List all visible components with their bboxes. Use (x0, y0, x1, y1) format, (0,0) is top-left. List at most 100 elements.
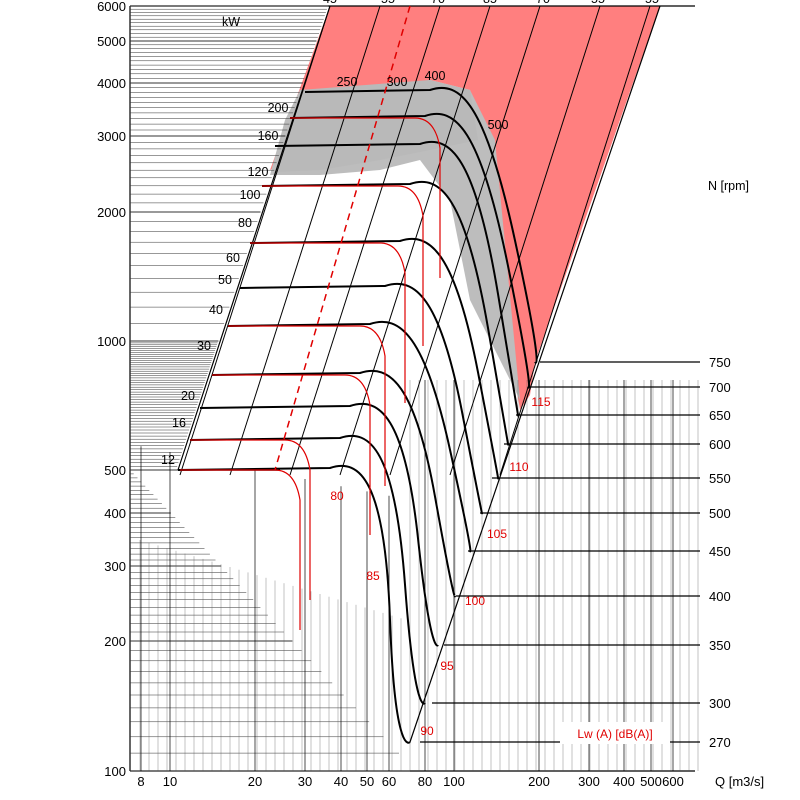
fan-curve (177, 464, 411, 744)
noise-level-label: 90 (420, 724, 434, 738)
speed-tick-label: 270 (709, 735, 731, 750)
power-diagonal-line (449, 5, 601, 476)
power-diagonal-line (389, 5, 541, 476)
power-unit-label: kW (222, 15, 240, 29)
top-scale-label: 55 (645, 0, 659, 6)
power-curve-label: 200 (268, 101, 289, 115)
power-curve-label: 300 (387, 75, 408, 89)
speed-tick-label: 350 (709, 638, 731, 653)
optimum-efficiency-line (274, 5, 411, 471)
x-tick-label: 300 (578, 774, 600, 789)
power-curve-label: 400 (425, 69, 446, 83)
top-scale-label: 45 (323, 0, 337, 6)
noise-curve (212, 374, 371, 535)
chart-zones (270, 6, 660, 410)
speed-tick-label: 550 (709, 471, 731, 486)
x-axis-title: Q [m3/s] (715, 774, 764, 789)
x-tick-label: 400 (613, 774, 635, 789)
y-tick-label: 2000 (97, 205, 126, 220)
power-curve-label: 160 (258, 129, 279, 143)
noise-curve (190, 439, 311, 600)
x-tick-label: 200 (528, 774, 550, 789)
noise-level-label: 85 (366, 569, 380, 583)
power-curve-label: 80 (238, 216, 252, 230)
left-boundary-line (177, 5, 331, 471)
y-tick-label: 500 (104, 463, 126, 478)
fan-curve (211, 369, 456, 598)
power-curve-label: 30 (197, 339, 211, 353)
power-curve-label: 120 (248, 165, 269, 179)
fan-curve (261, 180, 510, 446)
noise-level-label: 95 (440, 659, 454, 673)
speed-tick-label: 600 (709, 437, 731, 452)
y-tick-label: 400 (104, 506, 126, 521)
top-scale-label: 70 (431, 0, 445, 6)
power-curve-label: 50 (218, 273, 232, 287)
speed-boundary-line (409, 5, 661, 743)
speed-axis-title: N [rpm] (708, 179, 749, 193)
power-curve-label: 100 (240, 188, 261, 202)
power-curve-label: 20 (181, 389, 195, 403)
noise-curve (180, 469, 301, 630)
x-tick-label: 600 (662, 774, 684, 789)
x-tick-label: 60 (382, 774, 396, 789)
speed-tick-label: 700 (709, 380, 731, 395)
chart-labels: 6000 5000 4000 3000 2000 1000 500 400 300 200 100 8… (97, 0, 764, 789)
fan-curve (227, 320, 472, 553)
noise-curve (228, 325, 386, 486)
fan-curve (239, 282, 484, 515)
power-curve-label: 60 (226, 251, 240, 265)
power-diagonal-line (339, 5, 491, 476)
top-scale-label: 55 (591, 0, 605, 6)
noise-level-label: 110 (509, 460, 528, 474)
x-tick-label: 50 (360, 774, 374, 789)
speed-tick-label: 750 (709, 355, 731, 370)
x-tick-label: 30 (298, 774, 312, 789)
noise-level-label: 105 (487, 527, 507, 541)
noise-curve (250, 242, 406, 403)
noise-level-label: 100 (465, 594, 485, 608)
x-tick-label: 500 (640, 774, 662, 789)
fan-curves (177, 5, 538, 744)
gray-band (275, 80, 478, 172)
x-tick-label: 10 (163, 774, 177, 789)
power-diagonal-line (499, 5, 651, 476)
speed-tick-label: 300 (709, 696, 731, 711)
fan-curve (289, 112, 531, 389)
fan-curve (249, 237, 500, 480)
noise-level-label: 80 (330, 489, 344, 503)
y-tick-label: 300 (104, 559, 126, 574)
power-curve-label: 12 (161, 453, 175, 467)
speed-tick-label: 500 (709, 506, 731, 521)
speed-tick-label: 650 (709, 408, 731, 423)
speed-tick-label: 400 (709, 589, 731, 604)
y-tick-label: 1000 (97, 334, 126, 349)
x-tick-label: 8 (137, 774, 144, 789)
top-scale-label: 70 (536, 0, 550, 6)
top-scale-label: 55 (381, 0, 395, 6)
x-tick-label: 80 (418, 774, 432, 789)
y-tick-label: 200 (104, 634, 126, 649)
noise-curve (262, 185, 424, 346)
y-tick-label: 4000 (97, 76, 126, 91)
x-tick-label: 100 (443, 774, 465, 789)
power-curve-label: 250 (337, 75, 358, 89)
x-tick-label: 40 (334, 774, 348, 789)
noise-legend: Lw (A) [dB(A)] (577, 727, 652, 741)
restricted-zone (270, 6, 660, 410)
fan-curve (274, 140, 520, 417)
noise-legend-box (560, 722, 670, 744)
y-tick-label: 3000 (97, 129, 126, 144)
noise-curve (290, 117, 441, 278)
power-curve-label: 16 (172, 416, 186, 430)
speed-tick-label: 450 (709, 544, 731, 559)
y-tick-label: 5000 (97, 34, 126, 49)
x-tick-label: 20 (248, 774, 262, 789)
y-tick-label: 6000 (97, 0, 126, 14)
power-diagonal-line (229, 5, 381, 476)
y-tick-label: 100 (104, 764, 126, 779)
power-curve-label: 500 (488, 118, 509, 132)
chart-grid (129, 5, 700, 772)
fan-curve (189, 434, 426, 705)
